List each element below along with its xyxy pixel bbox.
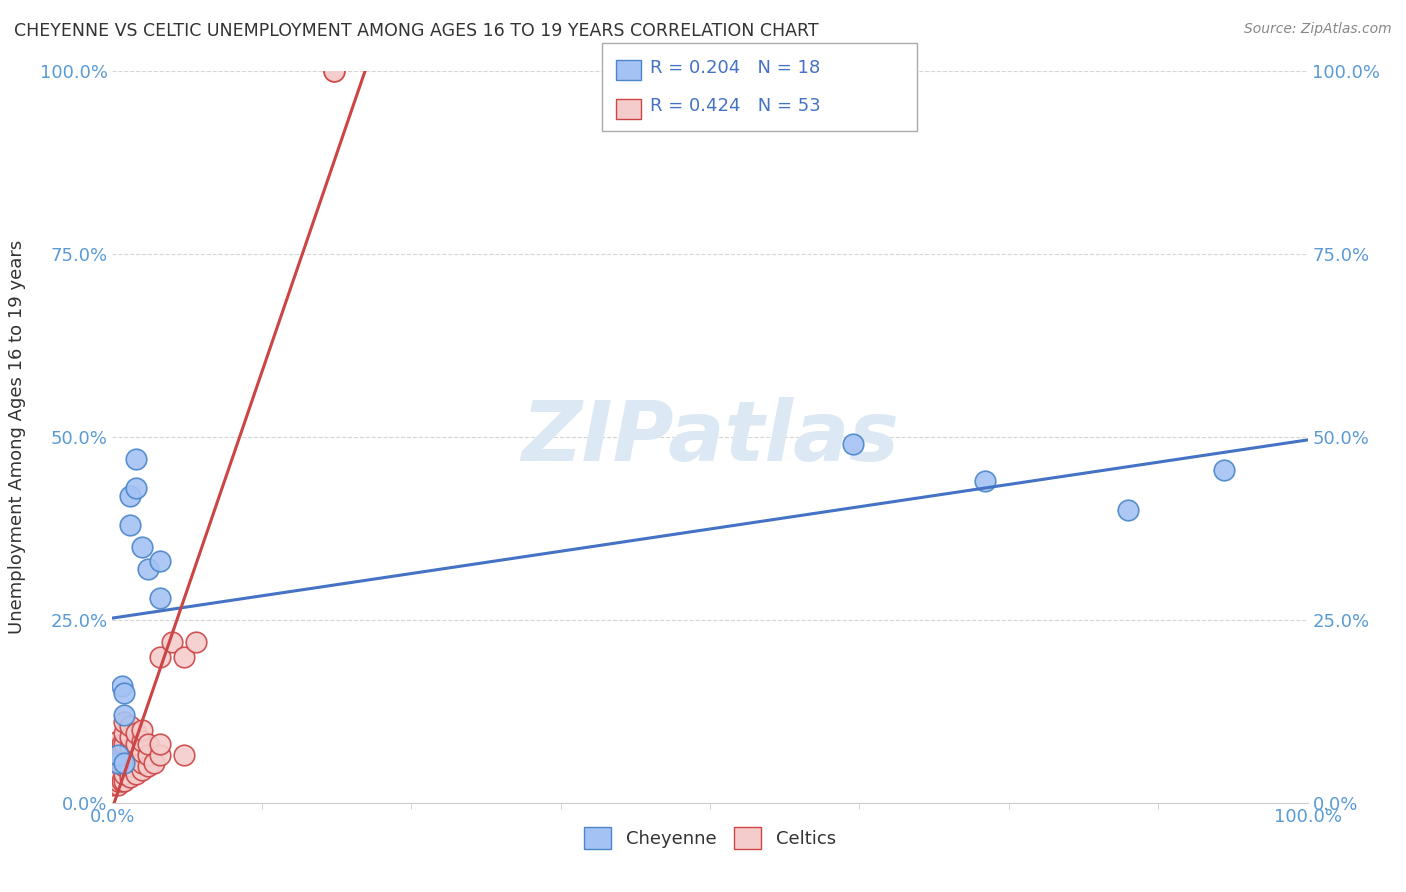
Point bbox=[120, 719, 142, 733]
Point bbox=[149, 591, 172, 605]
Point bbox=[114, 773, 135, 788]
Text: ZIPatlas: ZIPatlas bbox=[522, 397, 898, 477]
Point bbox=[111, 748, 134, 763]
Point bbox=[101, 778, 124, 792]
Point bbox=[138, 748, 160, 763]
Text: CHEYENNE VS CELTIC UNEMPLOYMENT AMONG AGES 16 TO 19 YEARS CORRELATION CHART: CHEYENNE VS CELTIC UNEMPLOYMENT AMONG AG… bbox=[14, 22, 818, 40]
Point bbox=[1213, 463, 1236, 477]
Point bbox=[138, 737, 160, 751]
Point bbox=[107, 756, 129, 770]
Point bbox=[125, 752, 148, 766]
Point bbox=[107, 763, 129, 777]
Point bbox=[1118, 503, 1140, 517]
Point bbox=[111, 737, 134, 751]
Point bbox=[131, 723, 153, 737]
Point bbox=[114, 708, 135, 723]
Point bbox=[111, 759, 134, 773]
Point bbox=[107, 748, 129, 763]
Point bbox=[149, 737, 172, 751]
Point bbox=[120, 517, 142, 532]
Point bbox=[120, 770, 142, 784]
Point bbox=[111, 773, 134, 788]
Point bbox=[101, 748, 124, 763]
Point bbox=[143, 756, 166, 770]
Point bbox=[114, 756, 135, 770]
Point bbox=[125, 726, 148, 740]
Point bbox=[114, 737, 135, 751]
Point bbox=[131, 733, 153, 747]
Point bbox=[114, 715, 135, 730]
Point bbox=[322, 64, 344, 78]
Point bbox=[114, 748, 135, 763]
Point bbox=[101, 773, 124, 788]
Point bbox=[173, 649, 195, 664]
Point bbox=[120, 759, 142, 773]
Point bbox=[149, 649, 172, 664]
Point bbox=[120, 740, 142, 755]
Point bbox=[114, 686, 135, 700]
Point bbox=[138, 759, 160, 773]
Text: R = 0.204   N = 18: R = 0.204 N = 18 bbox=[650, 60, 820, 78]
Text: Source: ZipAtlas.com: Source: ZipAtlas.com bbox=[1244, 22, 1392, 37]
Point bbox=[131, 756, 153, 770]
Point bbox=[162, 635, 183, 649]
Point bbox=[131, 540, 153, 554]
Point bbox=[101, 759, 124, 773]
Point bbox=[186, 635, 208, 649]
Point bbox=[173, 748, 195, 763]
Point bbox=[107, 773, 129, 788]
Point bbox=[125, 481, 148, 495]
Point bbox=[107, 733, 129, 747]
Point bbox=[131, 763, 153, 777]
Point bbox=[149, 554, 172, 568]
Point bbox=[101, 766, 124, 780]
Point bbox=[120, 489, 142, 503]
Point bbox=[107, 778, 129, 792]
Point bbox=[114, 726, 135, 740]
Point bbox=[107, 756, 129, 770]
Legend: Cheyenne, Celtics: Cheyenne, Celtics bbox=[576, 820, 844, 856]
Point bbox=[114, 766, 135, 780]
Point bbox=[107, 748, 129, 763]
Point bbox=[101, 752, 124, 766]
Point bbox=[138, 562, 160, 576]
Point bbox=[974, 474, 997, 488]
Y-axis label: Unemployment Among Ages 16 to 19 years: Unemployment Among Ages 16 to 19 years bbox=[7, 240, 25, 634]
Point bbox=[149, 748, 172, 763]
Point bbox=[125, 766, 148, 780]
Point bbox=[101, 740, 124, 755]
Point bbox=[107, 740, 129, 755]
Text: R = 0.424   N = 53: R = 0.424 N = 53 bbox=[650, 97, 820, 115]
Point bbox=[131, 745, 153, 759]
Point bbox=[322, 64, 344, 78]
Point bbox=[125, 452, 148, 467]
Point bbox=[120, 730, 142, 744]
Point bbox=[125, 737, 148, 751]
Point bbox=[120, 748, 142, 763]
Point bbox=[842, 437, 865, 451]
Point bbox=[114, 759, 135, 773]
Point bbox=[111, 679, 134, 693]
